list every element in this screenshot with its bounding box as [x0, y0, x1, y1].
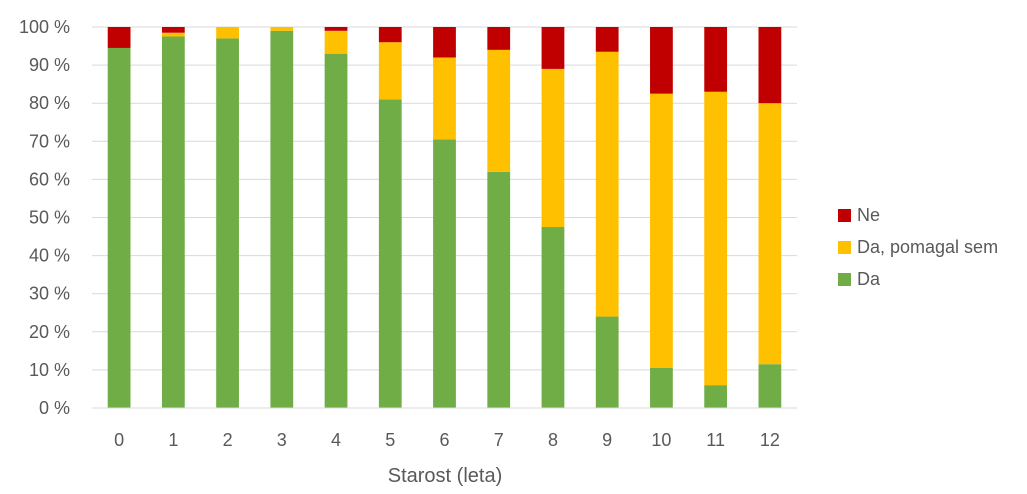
x-tick-label: 7 [494, 430, 504, 450]
y-tick-labels: 0 % 10 % 20 % 30 % 40 % 50 % 60 % 70 % 80 % 90 % 1… [19, 17, 70, 418]
bar-segment [758, 27, 782, 104]
x-tick-label: 11 [706, 430, 725, 450]
x-tick-label: 12 [760, 430, 780, 450]
y-tick-label: 10 % [29, 360, 70, 380]
y-tick-label: 90 % [29, 55, 70, 75]
x-tick-label: 9 [602, 430, 612, 450]
bar-segment [704, 385, 728, 408]
bar-segment [324, 30, 348, 54]
legend-label: Da [857, 269, 881, 289]
bar-segment [161, 32, 185, 37]
legend-swatch [838, 209, 851, 222]
x-tick-label: 8 [548, 430, 558, 450]
bar-segment [541, 27, 565, 69]
bar-segment [487, 27, 511, 50]
bar-segment [704, 27, 728, 92]
bars [107, 27, 782, 409]
y-tick-label: 40 % [29, 246, 70, 266]
bar-segment [650, 93, 673, 368]
bar-segment [487, 49, 511, 172]
bar-segment [324, 53, 348, 409]
legend: Ne Da, pomagal sem Da [838, 205, 998, 289]
bar-segment [595, 27, 619, 52]
x-tick-label: 0 [114, 430, 124, 450]
bar-segment [216, 27, 239, 39]
bar-segment [541, 68, 565, 228]
bar-segment [704, 91, 728, 386]
bar-segment [758, 364, 782, 408]
bar-segment [433, 57, 456, 140]
x-tick-label: 4 [331, 430, 341, 450]
legend-swatch [838, 241, 851, 254]
y-tick-label: 70 % [29, 131, 70, 151]
legend-label: Ne [857, 205, 880, 225]
y-tick-label: 50 % [29, 208, 70, 228]
bar-segment [378, 42, 402, 100]
bar-segment [595, 316, 619, 408]
x-tick-label: 3 [277, 430, 287, 450]
bar-segment [270, 30, 294, 409]
legend-label: Da, pomagal sem [857, 237, 998, 257]
bar-segment [270, 27, 294, 31]
bar-segment [487, 171, 511, 408]
bar-segment [378, 27, 402, 43]
bar-segment [541, 227, 565, 408]
bar-segment [433, 27, 456, 58]
x-tick-label: 5 [385, 430, 395, 450]
bar-segment [161, 27, 185, 33]
y-tick-label: 100 % [19, 17, 70, 37]
y-tick-label: 60 % [29, 169, 70, 189]
bar-segment [650, 367, 673, 408]
bar-segment [324, 27, 348, 31]
x-tick-label: 1 [168, 430, 178, 450]
bar-segment [216, 38, 239, 409]
x-tick-label: 2 [223, 430, 233, 450]
bar-segment [107, 27, 131, 48]
bar-segment [378, 99, 402, 408]
bar-segment [161, 36, 185, 409]
x-axis-title: Starost (leta) [388, 465, 502, 487]
y-tick-label: 30 % [29, 284, 70, 304]
x-tick-labels: 0 1 2 3 4 5 6 7 8 9 10 11 12 [114, 430, 780, 450]
x-tick-label: 6 [439, 430, 449, 450]
y-tick-label: 20 % [29, 322, 70, 342]
legend-swatch [838, 273, 851, 286]
bar-segment [433, 139, 456, 408]
bar-segment [758, 103, 782, 365]
y-tick-label: 80 % [29, 93, 70, 113]
bar-segment [650, 27, 673, 94]
bar-segment [595, 51, 619, 317]
y-tick-label: 0 % [39, 398, 70, 418]
x-tick-label: 10 [651, 430, 671, 450]
bar-segment [107, 47, 131, 408]
